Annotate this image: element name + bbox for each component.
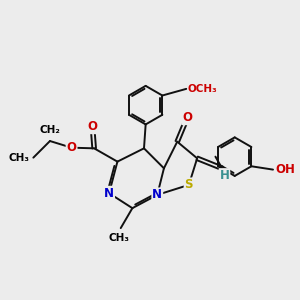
Text: H: H (220, 169, 229, 182)
Text: O: O (88, 120, 98, 133)
Text: OH: OH (276, 163, 296, 176)
Text: N: N (104, 187, 114, 200)
Text: S: S (184, 178, 193, 191)
Text: CH₂: CH₂ (40, 125, 60, 135)
Text: CH₃: CH₃ (109, 233, 130, 243)
Text: N: N (152, 188, 162, 201)
Text: O: O (182, 111, 192, 124)
Text: OCH₃: OCH₃ (188, 84, 218, 94)
Text: CH₃: CH₃ (8, 153, 29, 163)
Text: O: O (67, 141, 76, 154)
